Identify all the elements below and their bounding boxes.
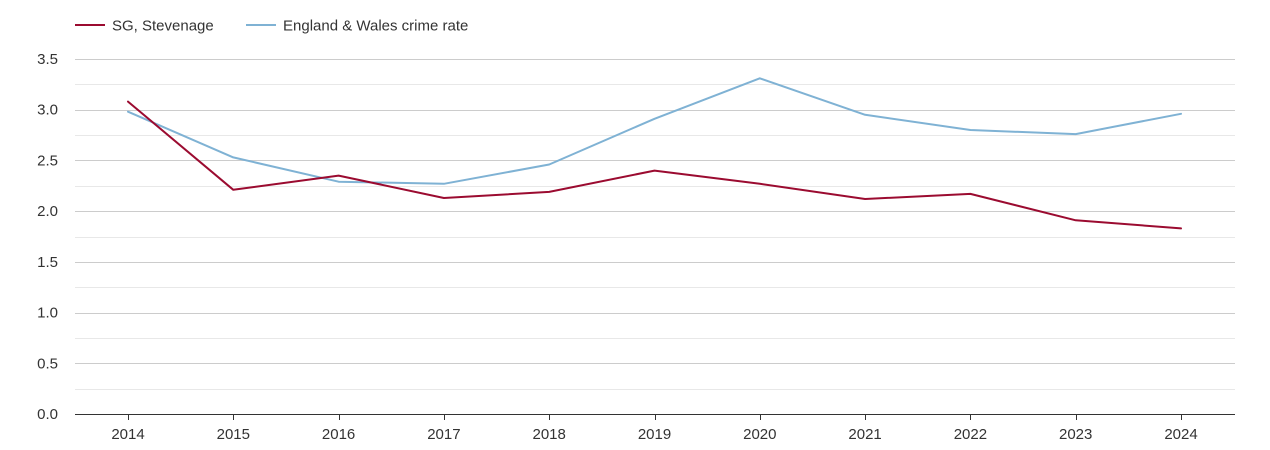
y-tick-label: 3.5 xyxy=(37,51,58,68)
y-tick-label: 2.0 xyxy=(37,203,58,220)
y-tick-label: 0.5 xyxy=(37,355,58,372)
y-tick-label: 1.5 xyxy=(37,254,58,271)
y-tick-label: 3.0 xyxy=(37,102,58,119)
x-tick-label: 2023 xyxy=(1059,426,1092,443)
series-line-sg-stevenage xyxy=(127,100,1182,230)
gridlines xyxy=(75,59,1235,390)
y-tick-label: 2.5 xyxy=(37,152,58,169)
x-tick-label: 2016 xyxy=(322,426,355,443)
series-line-england-wales-crime-rate xyxy=(127,77,1182,185)
x-tick-label: 2022 xyxy=(954,426,987,443)
series-lines xyxy=(127,77,1182,230)
y-axis: 0.0 0.5 1.0 1.5 2.0 2.5 3.0 3.5 xyxy=(37,51,58,423)
y-tick-label: 1.0 xyxy=(37,305,58,322)
x-tick-label: 2014 xyxy=(111,426,144,443)
legend: SG, Stevenage England & Wales crime rate xyxy=(75,18,468,35)
x-tick-label: 2019 xyxy=(638,426,671,443)
x-tick-label: 2020 xyxy=(743,426,776,443)
legend-label-sg-stevenage: SG, Stevenage xyxy=(112,18,214,35)
x-tick-label: 2024 xyxy=(1164,426,1197,443)
x-tick-label: 2021 xyxy=(848,426,881,443)
x-tick-label: 2018 xyxy=(533,426,566,443)
x-tick-label: 2017 xyxy=(427,426,460,443)
y-tick-label: 0.0 xyxy=(37,406,58,423)
x-tick-label: 2015 xyxy=(217,426,250,443)
x-axis: 2014 2015 2016 2017 2018 2019 2020 2021 2022 2023… xyxy=(75,414,1235,443)
legend-label-england-wales-crime-rate: England & Wales crime rate xyxy=(283,18,468,35)
